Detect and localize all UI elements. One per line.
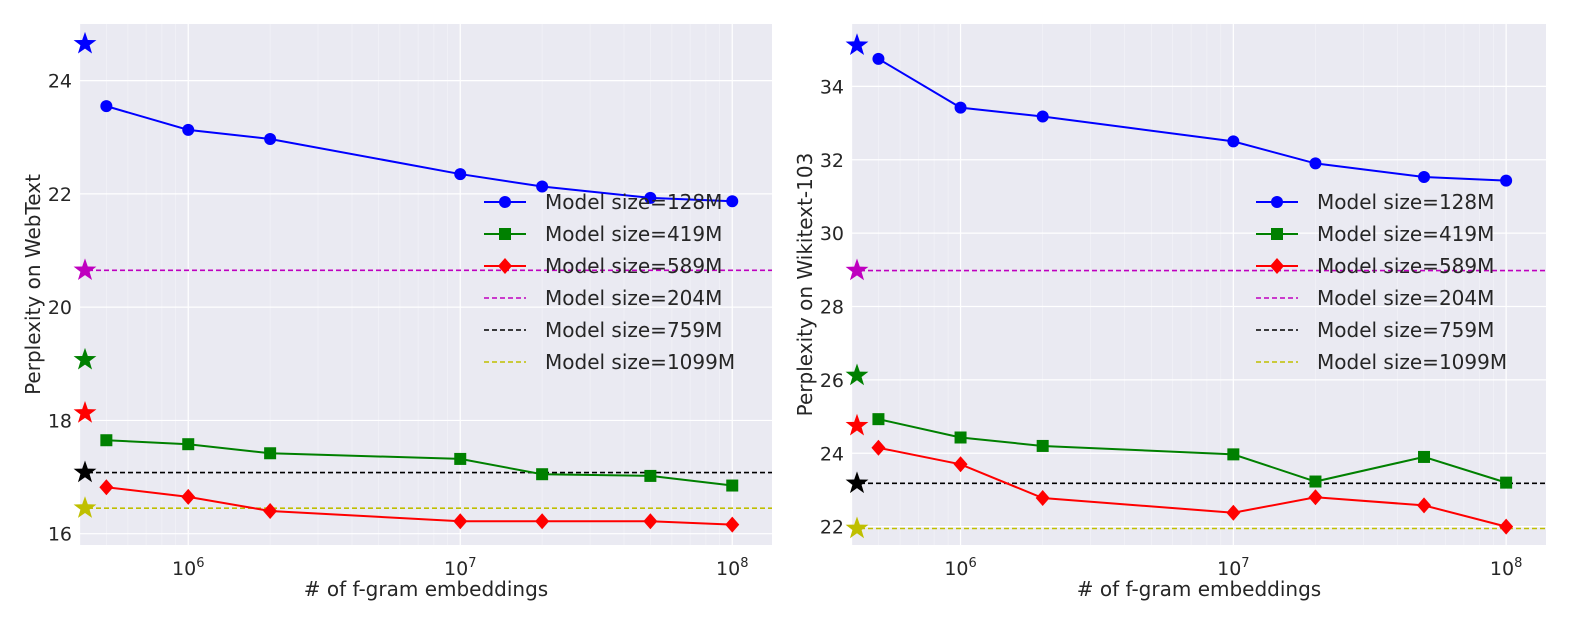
panel1-y-tick-label: 18 bbox=[48, 410, 72, 432]
panel2-data-point-model-size-419m bbox=[1500, 476, 1513, 489]
panel2-data-point-model-size-128m bbox=[1500, 174, 1513, 187]
panel2-data-point-model-size-128m bbox=[872, 52, 885, 65]
panel1-data-point-model-size-128m bbox=[536, 180, 549, 193]
panel2-legend-label: Model size=759M bbox=[1317, 318, 1494, 342]
panel1-data-point-model-size-589m bbox=[181, 488, 196, 505]
panel2-star-marker-model-size-589m bbox=[845, 413, 869, 436]
panel2-y-tick-label: 28 bbox=[820, 297, 844, 319]
panel1-data-point-model-size-419m bbox=[100, 434, 113, 447]
panel2-legend-label: Model size=1099M bbox=[1317, 350, 1507, 374]
panel1-y-tick-label: 22 bbox=[48, 184, 72, 206]
panel2-legend-label: Model size=204M bbox=[1317, 286, 1494, 310]
panel2-star-marker-model-size-204m bbox=[845, 258, 869, 281]
panel1-chart: 106 107 108 16 18 20 22 24 # of f-gram embedding… bbox=[21, 24, 772, 601]
panel2-star-marker-model-size-1099m bbox=[845, 516, 869, 539]
panel1-y-tick-label: 20 bbox=[48, 297, 72, 319]
panel2-data-point-model-size-589m bbox=[1417, 497, 1432, 514]
panel1-data-point-model-size-128m bbox=[100, 100, 113, 113]
panel1-legend-label: Model size=204M bbox=[545, 286, 722, 310]
panel1-data-point-model-size-128m bbox=[726, 195, 739, 208]
panel2-data-point-model-size-419m bbox=[1227, 448, 1240, 461]
panel1-data-point-model-size-589m bbox=[725, 516, 740, 533]
panel2-y-axis-label: Perplexity on Wikitext-103 bbox=[793, 153, 817, 417]
panel1-legend-marker bbox=[499, 228, 511, 240]
panel1-data-point-model-size-589m bbox=[535, 513, 550, 530]
panel1-legend-label: Model size=128M bbox=[545, 190, 722, 214]
panel1-x-axis-label: # of f-gram embeddings bbox=[304, 577, 548, 601]
panel1-data-point-model-size-419m bbox=[536, 468, 549, 481]
panel2-legend-label: Model size=128M bbox=[1317, 190, 1494, 214]
panel2-legend-marker bbox=[1271, 228, 1283, 240]
panel1-star-marker-model-size-1099m bbox=[73, 496, 97, 518]
panel1-legend-label: Model size=1099M bbox=[545, 350, 735, 374]
panel1-data-point-model-size-419m bbox=[644, 469, 657, 482]
panel2-y-tick-label: 30 bbox=[820, 223, 844, 245]
panel1-data-point-model-size-419m bbox=[182, 438, 195, 451]
panel2-x-tick-label: 106 bbox=[944, 556, 976, 580]
panel1-data-point-model-size-128m bbox=[454, 168, 467, 181]
panel1-star-marker-model-size-128m bbox=[73, 31, 97, 54]
panel2-chart: 106 107 108 22 24 26 28 30 32 34 # of f-gram embed… bbox=[793, 24, 1546, 601]
panel2-data-point-model-size-589m bbox=[1308, 489, 1323, 506]
panel1-data-point-model-size-128m bbox=[644, 191, 657, 204]
panel2-data-point-model-size-128m bbox=[1227, 135, 1240, 148]
panel2-star-marker-model-size-759m bbox=[845, 471, 869, 494]
panel2-data-point-model-size-128m bbox=[954, 101, 967, 114]
panel2-data-point-model-size-419m bbox=[1418, 450, 1431, 463]
panel2-star-marker-model-size-128m bbox=[845, 33, 869, 55]
panel1-legend-marker bbox=[498, 258, 512, 274]
panel2-legend-label: Model size=589M bbox=[1317, 254, 1494, 278]
panel2-data-point-model-size-419m bbox=[1036, 439, 1049, 452]
panel1-y-tick-label: 24 bbox=[48, 71, 72, 93]
panel1-data-point-model-size-419m bbox=[454, 452, 467, 465]
panel2-data-point-model-size-419m bbox=[954, 431, 967, 444]
panel2-y-tick-label: 22 bbox=[820, 517, 844, 539]
panel1-data-point-model-size-589m bbox=[643, 513, 658, 530]
panel2-data-point-model-size-128m bbox=[1309, 157, 1322, 170]
panel1-legend-marker bbox=[499, 196, 511, 208]
panel2-data-point-model-size-589m bbox=[1499, 518, 1514, 535]
panel1-x-tick-label: 108 bbox=[716, 556, 748, 580]
panel2-data-point-model-size-589m bbox=[953, 456, 968, 473]
panel1-data-point-model-size-589m bbox=[99, 479, 114, 496]
panel2-x-axis-label: # of f-gram embeddings bbox=[1077, 577, 1321, 601]
panel1-data-point-model-size-589m bbox=[453, 513, 468, 530]
panel1-star-marker-model-size-204m bbox=[73, 258, 97, 281]
panel1-x-tick-label: 107 bbox=[444, 556, 476, 580]
panel1-data-point-model-size-419m bbox=[726, 479, 739, 492]
panel1-x-tick-label: 106 bbox=[172, 556, 204, 580]
panel2-legend-marker bbox=[1271, 196, 1283, 208]
panel1-data-point-model-size-128m bbox=[264, 132, 277, 145]
panel1-data-point-model-size-589m bbox=[263, 503, 278, 520]
panel2-data-point-model-size-128m bbox=[1418, 170, 1431, 183]
panel2-data-point-model-size-419m bbox=[872, 413, 885, 426]
panel2-data-point-model-size-419m bbox=[1309, 475, 1322, 488]
panel2-legend-label: Model size=419M bbox=[1317, 222, 1494, 246]
panel2-legend-marker bbox=[1270, 258, 1284, 274]
panel2-y-tick-label: 26 bbox=[820, 370, 844, 392]
panel1-plot-area bbox=[80, 24, 772, 545]
panel2-y-tick-label: 32 bbox=[820, 150, 844, 172]
panel1-data-point-model-size-419m bbox=[264, 447, 277, 460]
panel2-y-tick-label: 24 bbox=[820, 443, 844, 465]
panel2-x-tick-label: 108 bbox=[1490, 556, 1522, 580]
panel2-data-point-model-size-589m bbox=[1226, 504, 1241, 521]
panel2-data-point-model-size-589m bbox=[1035, 490, 1050, 507]
panel1-legend-label: Model size=419M bbox=[545, 222, 722, 246]
panel1-data-point-model-size-128m bbox=[182, 123, 195, 136]
panel1-y-tick-label: 16 bbox=[48, 524, 72, 546]
panel1-star-marker-model-size-589m bbox=[73, 401, 97, 423]
panel1-legend-label: Model size=759M bbox=[545, 318, 722, 342]
panel2-star-marker-model-size-419m bbox=[845, 363, 869, 386]
panel2-x-tick-label: 107 bbox=[1217, 556, 1249, 580]
panel1-star-marker-model-size-419m bbox=[73, 347, 97, 370]
panel1-legend-label: Model size=589M bbox=[545, 254, 722, 278]
panel2-data-point-model-size-128m bbox=[1036, 110, 1049, 123]
panel1-y-axis-label: Perplexity on WebText bbox=[21, 174, 45, 395]
panel2-data-point-model-size-589m bbox=[871, 439, 886, 456]
panel1-star-marker-model-size-759m bbox=[73, 460, 97, 483]
panel2-y-tick-label: 34 bbox=[820, 76, 844, 98]
